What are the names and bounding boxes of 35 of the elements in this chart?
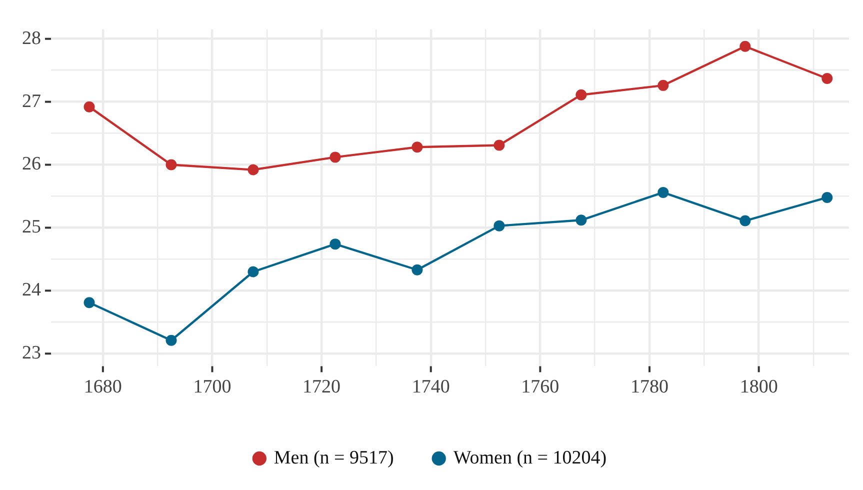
x-tick-label: 1800 — [740, 376, 778, 398]
x-tick-label: 1760 — [521, 376, 560, 398]
x-tick-label: 1740 — [412, 376, 450, 398]
legend-label: Women (n = 10204) — [453, 447, 607, 468]
point — [412, 142, 423, 153]
point — [166, 159, 177, 170]
point — [248, 266, 259, 278]
point — [330, 238, 341, 250]
y-tick-label: 25 — [22, 216, 41, 238]
y-tick-label: 26 — [22, 154, 41, 175]
point — [658, 186, 669, 198]
point — [740, 40, 751, 52]
point — [84, 101, 95, 112]
point — [166, 334, 177, 346]
point — [740, 215, 751, 226]
point — [576, 89, 587, 100]
y-tick-label: 28 — [22, 28, 41, 49]
point — [84, 297, 95, 308]
point — [494, 140, 505, 151]
x-tick-label: 1720 — [302, 376, 341, 398]
y-tick-label: 23 — [22, 342, 41, 364]
point — [822, 192, 833, 203]
y-tick-label: 27 — [22, 90, 41, 112]
point — [412, 264, 423, 276]
x-tick-label: 1700 — [193, 376, 232, 398]
point — [822, 73, 833, 84]
point — [494, 220, 505, 232]
point — [248, 164, 259, 176]
point — [576, 214, 587, 226]
x-tick-label: 1780 — [630, 376, 668, 398]
legend-label: Men (n = 9517) — [274, 447, 394, 468]
x-tick-label: 1680 — [84, 376, 122, 398]
point — [658, 80, 669, 91]
y-tick-label: 24 — [22, 280, 42, 301]
point — [330, 152, 341, 163]
